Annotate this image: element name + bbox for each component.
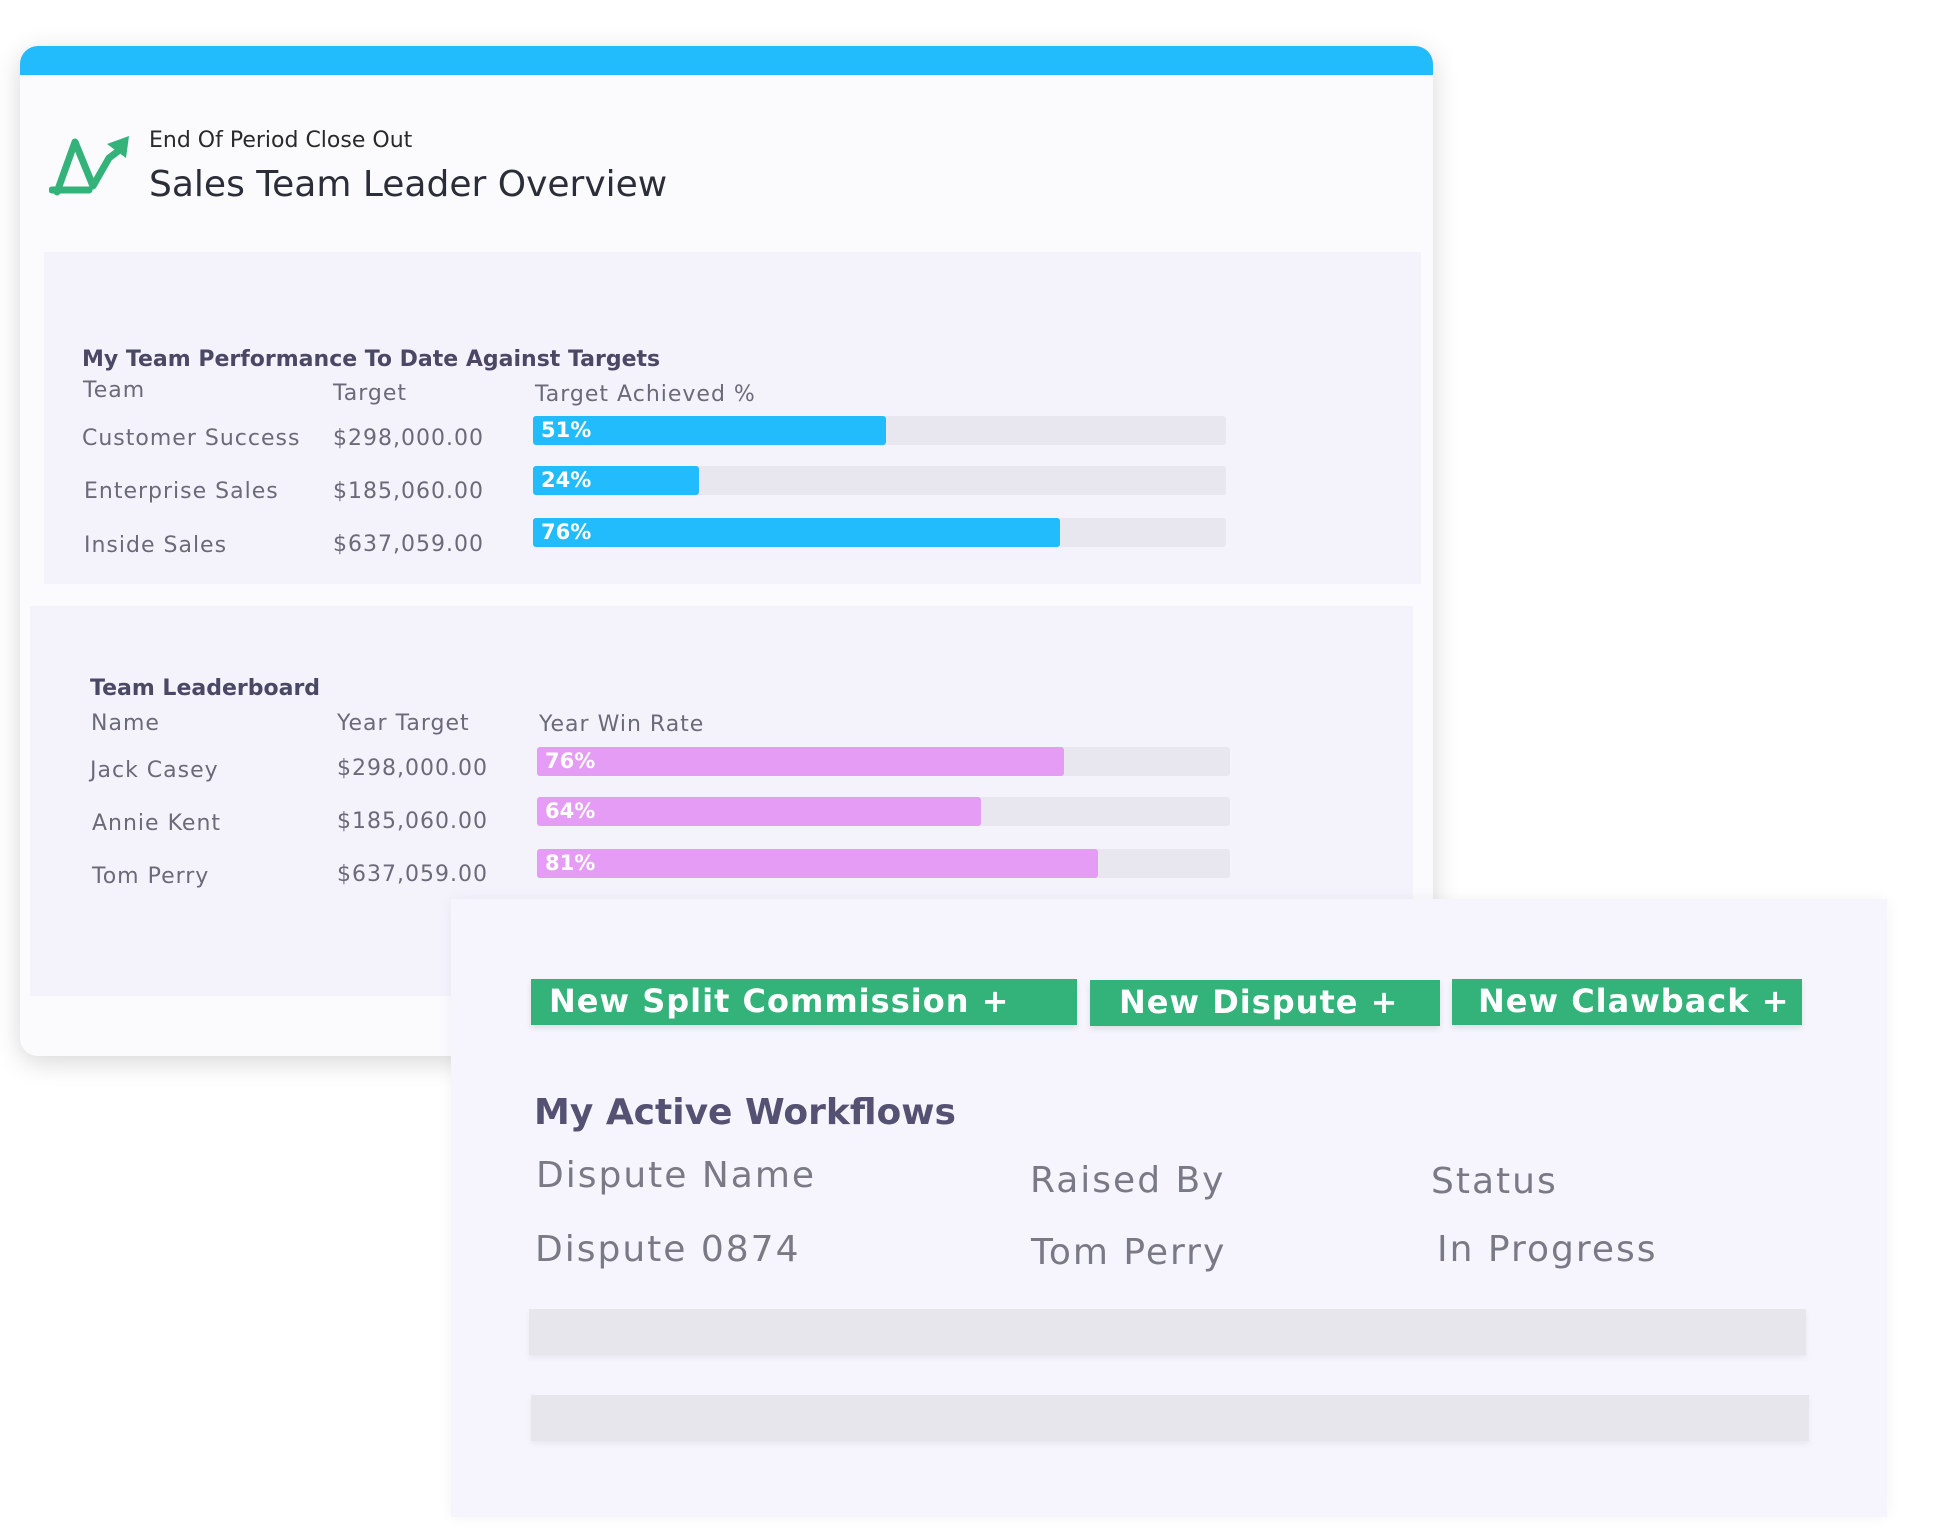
workflows-card: New Split Commission + New Dispute + New… [451,899,1887,1517]
column-header-win-rate: Year Win Rate [539,712,705,737]
win-rate-bar-fill: 64% [537,797,981,826]
achievement-bar-track: 76% [533,518,1226,547]
new-dispute-button[interactable]: New Dispute + [1090,980,1440,1026]
member-name: Annie Kent [92,811,222,836]
placeholder-row [529,1309,1806,1355]
win-rate-bar-fill: 76% [537,747,1064,776]
achievement-label: 24% [541,468,592,492]
member-target: $298,000.00 [337,756,488,781]
top-accent-bar [20,46,1433,75]
page-title: Sales Team Leader Overview [149,164,668,205]
team-name: Enterprise Sales [84,479,279,504]
achievement-bar-fill: 51% [533,416,887,445]
win-rate-label: 81% [545,851,596,875]
dispute-name[interactable]: Dispute 0874 [535,1229,801,1270]
achievement-bar-track: 24% [533,466,1226,495]
performance-title: My Team Performance To Date Against Targ… [82,347,661,372]
achievement-bar-fill: 76% [533,518,1060,547]
achievement-bar-fill: 24% [533,466,700,495]
team-name: Customer Success [82,426,301,451]
column-header-achieved: Target Achieved % [535,382,756,407]
win-rate-bar-track: 64% [537,797,1230,826]
trend-arrow-icon [49,136,129,196]
leaderboard-title: Team Leaderboard [90,676,321,701]
team-name: Inside Sales [84,533,228,558]
achievement-label: 51% [541,418,592,442]
achievement-bar-track: 51% [533,416,1226,445]
team-target: $185,060.00 [333,479,484,504]
column-header-target: Target [333,381,408,406]
workflow-status: In Progress [1437,1229,1658,1270]
member-target: $637,059.00 [337,862,488,887]
member-name: Jack Casey [90,758,219,783]
column-header-name: Name [91,711,160,736]
column-header-year-target: Year Target [337,711,470,736]
member-name: Tom Perry [92,864,210,889]
column-header-raised-by: Raised By [1030,1160,1226,1201]
page-eyebrow: End Of Period Close Out [149,128,413,153]
member-target: $185,060.00 [337,809,488,834]
new-clawback-button[interactable]: New Clawback + [1452,979,1802,1025]
win-rate-bar-track: 81% [537,849,1230,878]
column-header-status: Status [1431,1161,1558,1202]
raised-by: Tom Perry [1031,1232,1227,1273]
win-rate-bar-track: 76% [537,747,1230,776]
win-rate-label: 64% [545,799,596,823]
column-header-dispute-name: Dispute Name [536,1155,817,1196]
performance-panel: My Team Performance To Date Against Targ… [44,252,1421,584]
win-rate-label: 76% [545,749,596,773]
new-split-commission-button[interactable]: New Split Commission + [531,979,1077,1025]
team-target: $637,059.00 [333,532,484,557]
placeholder-row [531,1395,1809,1441]
team-target: $298,000.00 [333,426,484,451]
workflows-title: My Active Workflows [534,1092,956,1133]
column-header-team: Team [83,378,146,403]
win-rate-bar-fill: 81% [537,849,1099,878]
achievement-label: 76% [541,520,592,544]
